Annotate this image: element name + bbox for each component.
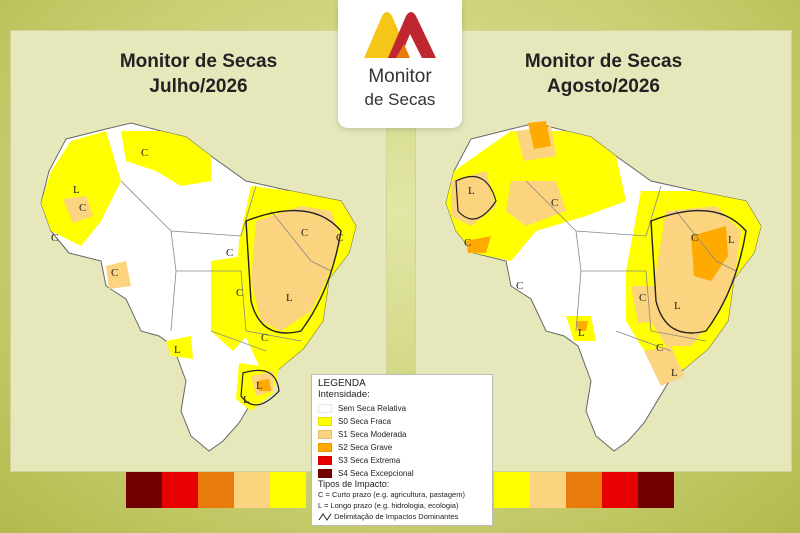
legend-label: S1 Seca Moderada xyxy=(338,430,407,439)
impact-mark: C xyxy=(656,342,663,354)
legend-item: S2 Seca Grave xyxy=(318,442,392,453)
map-title-line1: Monitor de Secas xyxy=(524,51,683,72)
drought-s1-northeast xyxy=(251,206,341,331)
drought-s0-north xyxy=(41,131,121,246)
legend-item: S0 Seca Fraca xyxy=(318,416,391,427)
stripe-swatch xyxy=(126,472,162,508)
impact-delimitation-north xyxy=(455,176,497,220)
map-legend: LEGENDA Intensidade: Sem Seca Relativa S… xyxy=(311,374,493,526)
stripe-swatch xyxy=(530,472,566,508)
drought-s0-west xyxy=(166,336,193,359)
impact-mark: C xyxy=(51,232,58,244)
state-borders xyxy=(525,180,737,352)
brazil-map-july: C L C C C C C C C L C L L L xyxy=(40,122,357,452)
impact-mark: C xyxy=(261,332,268,344)
map-panel-july: Monitor de Secas Julho/2026 C L C C C C … xyxy=(10,30,387,472)
stripe-swatch xyxy=(198,472,234,508)
impact-mark: C xyxy=(336,232,343,244)
stripe-swatch xyxy=(602,472,638,508)
impact-delimitation xyxy=(650,209,747,334)
legend-item: S4 Seca Excepcional xyxy=(318,468,414,479)
stripe-swatch xyxy=(162,472,198,508)
drought-s2-south xyxy=(257,379,271,391)
legend-intensity-title: Intensidade: xyxy=(318,389,370,400)
delimitation-line-icon xyxy=(318,513,332,521)
legend-impact-line-label: Delimitação de Impactos Dominantes xyxy=(334,512,459,521)
impact-mark: L xyxy=(674,300,681,312)
legend-swatch xyxy=(318,456,332,465)
logo-text-line2: de Secas xyxy=(364,90,436,109)
drought-s1-south xyxy=(644,346,684,386)
impact-mark: C xyxy=(464,237,471,249)
drought-s1-north xyxy=(63,196,93,223)
legend-label: S2 Seca Grave xyxy=(338,443,393,452)
monitor-de-secas-logo-mark xyxy=(364,12,436,58)
logo-text-line1: Monitor xyxy=(368,66,432,87)
legend-item: S1 Seca Moderada xyxy=(318,429,407,440)
impact-mark: L xyxy=(174,344,181,356)
impact-mark: C xyxy=(551,197,558,209)
stripe-swatch xyxy=(638,472,674,508)
map-title-line2: Julho/2026 xyxy=(149,76,248,97)
brazil-map-august: L C C C C L C L C L L xyxy=(445,121,762,452)
legend-swatch xyxy=(318,443,332,452)
legend-swatch xyxy=(318,404,332,413)
stripe-swatch xyxy=(270,472,306,508)
legend-title: LEGENDA xyxy=(318,378,366,389)
impact-mark: L xyxy=(286,292,293,304)
legend-swatch xyxy=(318,417,332,426)
drought-s0-amazon-north xyxy=(121,131,211,186)
impact-mark: C xyxy=(111,267,118,279)
legend-impact-long: L = Longo prazo (e.g. hidrologia, ecolog… xyxy=(318,501,459,510)
color-stripe-right xyxy=(494,472,674,508)
drought-s1-amazon xyxy=(506,181,566,226)
impact-mark: L xyxy=(728,234,735,246)
impact-mark: L xyxy=(73,184,80,196)
impact-mark: C xyxy=(141,147,148,159)
map-title-july: Monitor de Secas Julho/2026 xyxy=(11,49,386,99)
map-title-line2: Agosto/2026 xyxy=(547,76,660,97)
color-stripe-left xyxy=(126,472,306,508)
legend-label: S4 Seca Excepcional xyxy=(338,469,414,478)
impact-delimitation-south xyxy=(240,369,280,406)
impact-delimitation xyxy=(245,209,342,334)
stripe-swatch xyxy=(494,472,530,508)
impact-mark: C xyxy=(301,227,308,239)
impact-mark: C xyxy=(226,247,233,259)
impact-mark: L xyxy=(468,185,475,197)
impact-mark: C xyxy=(79,202,86,214)
legend-impact-line-row: Delimitação de Impactos Dominantes xyxy=(318,512,458,521)
legend-label: S3 Seca Extrema xyxy=(338,456,401,465)
legend-label: S0 Seca Fraca xyxy=(338,417,391,426)
legend-impact-title: Tipos de Impacto: xyxy=(318,479,390,489)
map-title-august: Monitor de Secas Agosto/2026 xyxy=(416,49,791,99)
legend-impact-short: C = Curto prazo (e.g. agricultura, pasta… xyxy=(318,490,465,499)
impact-mark: L xyxy=(578,327,585,339)
impact-mark: C xyxy=(691,232,698,244)
legend-label: Sem Seca Relativa xyxy=(338,404,407,413)
drought-s1-west xyxy=(106,261,131,289)
drought-s1-north xyxy=(451,171,496,226)
drought-s2-sw xyxy=(576,321,588,331)
legend-item: S3 Seca Extrema xyxy=(318,455,400,466)
legend-swatch xyxy=(318,469,332,478)
legend-item: Sem Seca Relativa xyxy=(318,403,406,414)
impact-mark: C xyxy=(236,287,243,299)
drought-s2-roraima xyxy=(528,121,551,149)
drought-s2-west xyxy=(466,236,491,253)
stripe-swatch xyxy=(566,472,602,508)
logo-card: Monitor de Secas xyxy=(338,0,462,128)
legend-swatch xyxy=(318,430,332,439)
drought-s0-central xyxy=(211,256,251,351)
impact-mark: L xyxy=(671,367,678,379)
state-borders xyxy=(120,180,332,352)
map-title-line1: Monitor de Secas xyxy=(119,51,278,72)
impact-mark: L xyxy=(256,380,263,392)
impact-mark: C xyxy=(516,280,523,292)
impact-mark: C xyxy=(639,292,646,304)
impact-mark: L xyxy=(243,394,250,406)
stripe-swatch xyxy=(234,472,270,508)
